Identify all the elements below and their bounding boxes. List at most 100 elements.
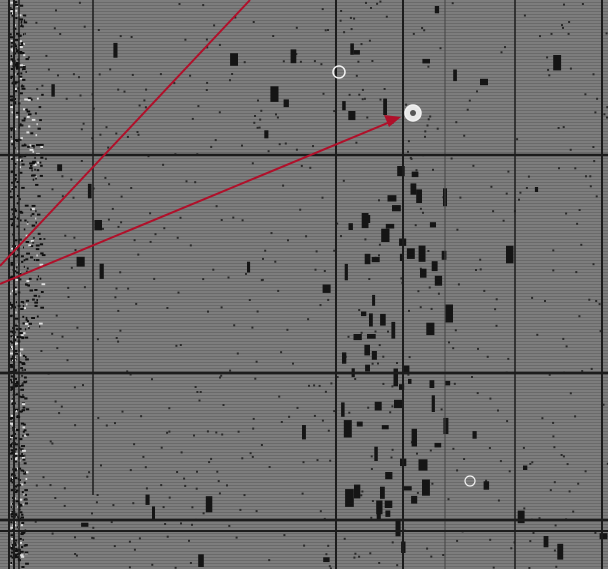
dark-pixel xyxy=(463,458,465,460)
dark-pixel xyxy=(186,180,188,182)
dark-pixel xyxy=(10,10,13,12)
dark-pixel xyxy=(22,450,26,452)
dark-pixel xyxy=(354,485,360,499)
dark-pixel xyxy=(25,498,27,500)
dark-pixel xyxy=(362,98,364,100)
dark-pixel xyxy=(430,222,436,227)
dark-pixel xyxy=(422,59,430,64)
dark-pixel xyxy=(501,51,503,53)
dark-pixel xyxy=(386,16,388,18)
dark-pixel xyxy=(548,74,550,76)
dark-pixel xyxy=(21,533,22,535)
dark-pixel xyxy=(40,350,42,352)
dark-pixel xyxy=(309,167,311,169)
dark-pixel xyxy=(17,264,18,266)
dark-pixel xyxy=(244,494,246,496)
dark-pixel xyxy=(483,290,485,292)
dark-pixel xyxy=(386,224,394,229)
dark-pixel xyxy=(164,523,166,525)
dark-pixel xyxy=(115,133,117,135)
dark-pixel xyxy=(83,123,85,125)
dark-pixel xyxy=(206,89,208,91)
dark-pixel xyxy=(280,351,282,353)
dark-pixel xyxy=(228,525,230,527)
dark-pixel xyxy=(432,261,438,271)
dark-pixel xyxy=(221,219,223,221)
dark-pixel xyxy=(37,316,39,318)
dark-pixel xyxy=(20,367,23,369)
dark-pixel xyxy=(302,425,306,439)
dark-pixel xyxy=(313,384,315,386)
dark-pixel xyxy=(160,73,162,75)
dark-pixel xyxy=(210,458,212,460)
dark-pixel xyxy=(349,94,351,96)
dark-pixel xyxy=(503,220,505,222)
dark-pixel xyxy=(261,444,263,446)
dark-pixel xyxy=(213,24,215,26)
dark-pixel xyxy=(26,319,28,321)
dark-pixel xyxy=(23,247,24,249)
dark-pixel xyxy=(392,205,401,211)
dark-pixel xyxy=(11,136,12,138)
dark-pixel xyxy=(301,165,303,167)
dark-pixel xyxy=(24,462,27,464)
dark-pixel xyxy=(163,506,165,508)
dark-pixel xyxy=(541,417,543,419)
dark-pixel xyxy=(56,315,58,317)
dark-pixel xyxy=(39,326,40,328)
dark-pixel xyxy=(25,356,27,358)
dark-pixel xyxy=(430,450,432,452)
dark-pixel xyxy=(452,448,454,450)
dark-pixel xyxy=(27,111,31,113)
dark-pixel xyxy=(56,347,58,349)
dark-pixel xyxy=(428,118,430,120)
dark-pixel xyxy=(11,46,13,48)
dark-pixel xyxy=(11,346,13,348)
dark-pixel xyxy=(367,334,376,339)
dark-pixel xyxy=(452,347,454,349)
dark-pixel xyxy=(378,254,380,256)
dark-pixel xyxy=(20,551,24,553)
dark-pixel xyxy=(392,541,394,543)
dark-pixel xyxy=(552,249,554,251)
dark-pixel xyxy=(593,160,595,162)
dark-pixel xyxy=(374,447,378,461)
dark-pixel xyxy=(357,422,363,427)
dark-pixel xyxy=(300,61,302,63)
dark-pixel xyxy=(380,99,382,101)
dark-pixel xyxy=(160,484,162,486)
dark-pixel xyxy=(129,541,131,543)
dark-pixel xyxy=(362,213,369,228)
dark-pixel xyxy=(152,506,155,519)
dark-pixel xyxy=(417,492,419,494)
dark-pixel xyxy=(283,534,285,536)
dark-pixel xyxy=(590,185,592,187)
dark-pixel xyxy=(20,25,24,27)
dark-pixel xyxy=(415,224,417,226)
dark-pixel xyxy=(45,55,47,57)
detector-image xyxy=(0,0,608,569)
dark-pixel xyxy=(509,470,511,472)
dark-pixel xyxy=(11,129,13,131)
dark-pixel xyxy=(316,250,318,252)
dark-pixel xyxy=(16,393,18,395)
dark-pixel xyxy=(455,121,457,123)
dark-pixel xyxy=(198,554,204,567)
dark-pixel xyxy=(493,567,495,569)
dark-pixel xyxy=(364,345,370,356)
dark-pixel xyxy=(21,546,23,548)
dark-pixel xyxy=(314,60,316,62)
dark-pixel xyxy=(340,235,342,237)
dark-pixel xyxy=(130,469,132,471)
dark-pixel xyxy=(576,223,578,225)
dark-pixel xyxy=(226,484,228,486)
dark-pixel xyxy=(494,308,496,310)
dark-pixel xyxy=(74,424,76,426)
dark-pixel xyxy=(112,504,114,506)
dark-pixel xyxy=(66,98,68,100)
dark-pixel xyxy=(51,443,53,445)
dark-pixel xyxy=(394,369,399,387)
dark-pixel xyxy=(407,151,409,153)
dark-pixel xyxy=(340,10,342,12)
dark-pixel xyxy=(349,223,353,230)
